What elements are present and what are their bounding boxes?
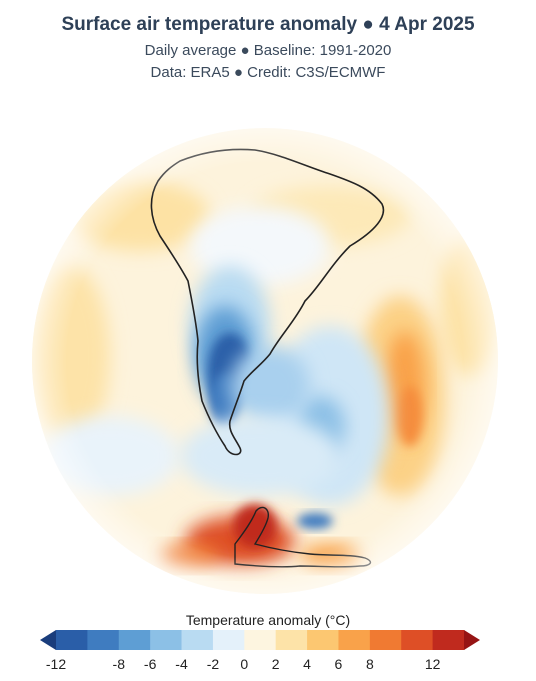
colorbar-cell (212, 630, 245, 650)
colorbar-extend-max (464, 630, 480, 650)
map-title: Surface air temperature anomaly ● 4 Apr … (61, 14, 475, 35)
colorbar-tick-label: 0 (240, 656, 249, 672)
colorbar-tick-label: -6 (143, 656, 157, 672)
colorbar-tick-label: -2 (206, 656, 220, 672)
colorbar-cell (56, 630, 88, 650)
colorbar-tick-label: -12 (45, 656, 67, 672)
colorbar-extend-min (40, 630, 56, 650)
colorbar-cell (87, 630, 120, 650)
colorbar (40, 630, 480, 650)
legend-title: Temperature anomaly (°C) (185, 612, 351, 628)
colorbar-cell (275, 630, 308, 650)
colorbar-tick-label: 2 (271, 656, 280, 672)
colorbar-cell (338, 630, 371, 650)
colorbar-tick-label: 12 (424, 656, 441, 672)
colorbar-cell (307, 630, 339, 650)
colorbar-tick-label: 4 (303, 656, 311, 672)
colorbar-cell (181, 630, 214, 650)
colorbar-tick-label: -8 (112, 656, 125, 672)
globe-anomaly-map (32, 128, 498, 594)
globe-limb (32, 128, 498, 594)
colorbar-tick-label: 6 (334, 656, 343, 672)
colorbar-tick-label: -4 (175, 656, 188, 672)
colorbar-tick-label: 8 (365, 656, 374, 672)
colorbar-cell (401, 630, 434, 650)
colorbar-cell (432, 630, 465, 650)
colorbar-cell (369, 630, 402, 650)
map-subtitle-baseline: Daily average ● Baseline: 1991-2020 (144, 42, 392, 59)
colorbar-cell (118, 630, 151, 650)
colorbar-cell (150, 630, 182, 650)
colorbar-cell (244, 630, 277, 650)
map-subtitle-credit: Data: ERA5 ● Credit: C3S/ECMWF (150, 64, 386, 81)
